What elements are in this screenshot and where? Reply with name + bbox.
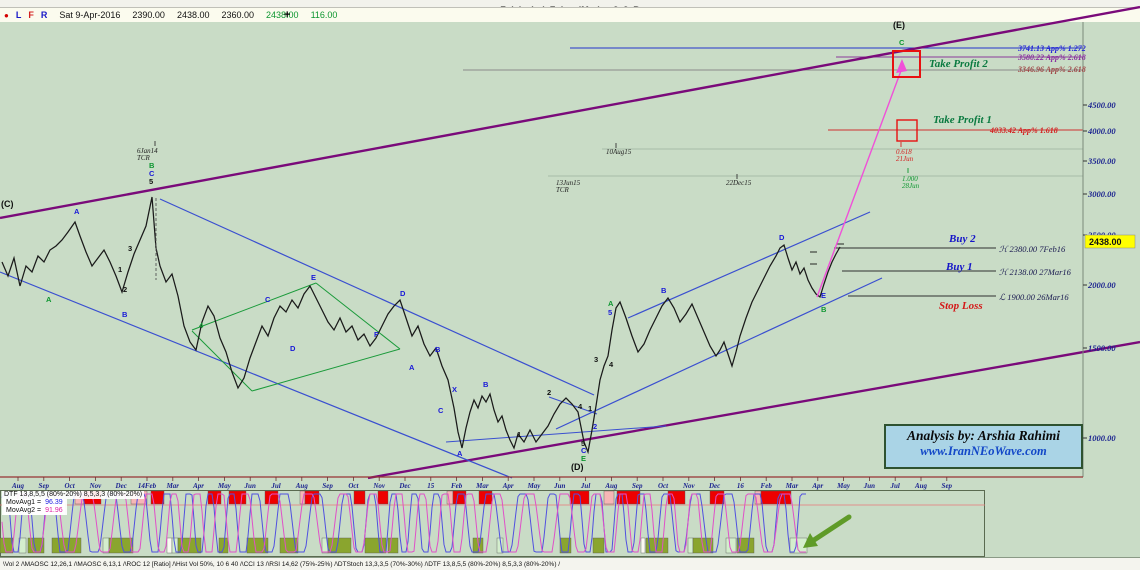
crosshair-plus-icon: + [284, 9, 291, 21]
movavg2-value: 91.96 [43, 507, 65, 515]
movavg2-label: MovAvg2 = [4, 507, 44, 515]
indicator-tabs-text[interactable]: \Vol 2 /\MAOSC 12,26,1 /\MAOSC 6,13,1 /\… [3, 561, 561, 568]
quote-open: 2390.00 [132, 10, 165, 20]
quote-date: Sat 9-Apr-2016 [59, 10, 121, 20]
toolbar-button-f[interactable]: F [28, 10, 34, 20]
quote-high: 2438.00 [176, 10, 210, 20]
status-dot-icon: ● [4, 11, 9, 20]
watermark-author: Analysis by: Arshia Rahimi [907, 428, 1060, 443]
movavg1-label: MovAvg1 = [4, 499, 44, 507]
watermark: Analysis by: Arshia Rahimi www.IranNEoWa… [884, 424, 1083, 469]
quote-low: 2360.00 [221, 10, 255, 20]
quote-close: 2438.00 [266, 10, 299, 20]
window-titlebar: Fulcis_LoleFulnasiModar_3_3_B [0, 0, 1140, 8]
toolbar-button-r[interactable]: R [40, 10, 48, 20]
chart-toolbar: ● L F R Sat 9-Apr-2016 2390.00 2438.00 2360.00 2… [0, 8, 1140, 23]
watermark-site: www.IranNEoWave.com [920, 444, 1047, 458]
movavg1-value: 96.39 [43, 499, 65, 507]
toolbar-button-l[interactable]: L [15, 10, 22, 20]
indicator-name: DTF 13,8,5,5 (80%-20%) 8,5,3,3 (80%-20%) [2, 491, 145, 499]
chart-background [0, 22, 1140, 557]
indicator-legend: DTF 13,8,5,5 (80%-20%) 8,5,3,3 (80%-20%)… [2, 491, 145, 515]
indicator-tab-bar[interactable]: \Vol 2 /\MAOSC 12,26,1 /\MAOSC 6,13,1 /\… [0, 557, 1140, 570]
quote-change: 116.00 [310, 10, 338, 20]
